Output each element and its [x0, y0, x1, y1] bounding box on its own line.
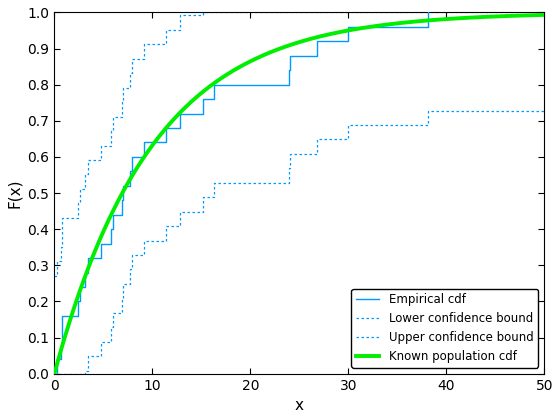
Lower confidence bound	[287, 151, 293, 156]
Empirical cdf	[53, 357, 60, 362]
Y-axis label: F(x): F(x)	[7, 178, 22, 208]
Empirical cdf	[74, 299, 81, 304]
Line: Known population cdf: Known population cdf	[54, 15, 544, 374]
Empirical cdf	[199, 97, 206, 102]
Upper confidence bound	[98, 143, 105, 148]
Upper confidence bound	[425, 10, 432, 15]
Lower confidence bound	[108, 325, 114, 330]
Lower confidence bound	[110, 310, 116, 315]
Upper confidence bound	[287, 10, 293, 15]
Upper confidence bound	[77, 186, 83, 192]
Empirical cdf	[98, 241, 105, 246]
Lower confidence bound	[211, 180, 217, 185]
Lower confidence bound	[199, 195, 206, 200]
Empirical cdf	[162, 126, 169, 131]
Upper confidence bound	[53, 259, 60, 264]
Known population cdf	[51, 371, 58, 376]
Lower confidence bound	[98, 339, 105, 344]
Upper confidence bound	[59, 215, 66, 220]
Lower confidence bound	[541, 108, 548, 113]
X-axis label: x: x	[295, 398, 304, 413]
Empirical cdf	[177, 111, 184, 116]
Upper confidence bound	[74, 201, 81, 206]
Empirical cdf	[58, 328, 65, 333]
Empirical cdf	[51, 371, 58, 376]
Upper confidence bound	[141, 42, 148, 47]
Upper confidence bound	[119, 100, 125, 105]
Lower confidence bound	[313, 137, 320, 142]
Upper confidence bound	[313, 10, 320, 15]
Upper confidence bound	[211, 10, 217, 15]
Upper confidence bound	[108, 129, 114, 134]
Empirical cdf	[82, 270, 88, 275]
Lower confidence bound	[82, 368, 88, 373]
Line: Upper confidence bound: Upper confidence bound	[54, 13, 544, 276]
Upper confidence bound	[127, 71, 133, 76]
Line: Empirical cdf: Empirical cdf	[54, 13, 428, 374]
Upper confidence bound	[82, 172, 88, 177]
Empirical cdf	[59, 313, 66, 318]
Line: Lower confidence bound: Lower confidence bound	[54, 110, 544, 374]
Empirical cdf	[141, 140, 148, 145]
Empirical cdf	[110, 212, 116, 217]
Upper confidence bound	[85, 158, 91, 163]
Lower confidence bound	[127, 267, 133, 272]
Known population cdf	[433, 17, 440, 22]
Lower confidence bound	[345, 123, 352, 128]
Upper confidence bound	[199, 10, 206, 15]
Lower confidence bound	[286, 166, 293, 171]
Upper confidence bound	[345, 10, 352, 15]
Upper confidence bound	[286, 10, 293, 15]
Empirical cdf	[127, 169, 133, 174]
Lower confidence bound	[425, 108, 432, 113]
Lower confidence bound	[53, 371, 60, 376]
Empirical cdf	[119, 198, 125, 203]
Empirical cdf	[425, 10, 432, 15]
Upper confidence bound	[110, 114, 116, 119]
Empirical cdf	[345, 24, 352, 29]
Lower confidence bound	[74, 371, 81, 376]
Empirical cdf	[119, 183, 126, 188]
Legend: Empirical cdf, Lower confidence bound, Upper confidence bound, Known population : Empirical cdf, Lower confidence bound, U…	[351, 289, 538, 368]
Lower confidence bound	[77, 371, 83, 376]
Empirical cdf	[313, 39, 320, 44]
Upper confidence bound	[58, 244, 64, 249]
Upper confidence bound	[58, 230, 65, 235]
Known population cdf	[442, 17, 449, 22]
Lower confidence bound	[51, 371, 58, 376]
Lower confidence bound	[85, 354, 91, 359]
Upper confidence bound	[119, 85, 126, 90]
Empirical cdf	[85, 255, 91, 260]
Upper confidence bound	[162, 27, 169, 32]
Lower confidence bound	[58, 371, 65, 376]
Empirical cdf	[77, 284, 83, 289]
Known population cdf	[101, 227, 108, 232]
Known population cdf	[249, 58, 256, 63]
Known population cdf	[541, 12, 548, 17]
Known population cdf	[388, 21, 394, 26]
Empirical cdf	[425, 10, 432, 15]
Lower confidence bound	[119, 281, 126, 286]
Empirical cdf	[58, 342, 64, 347]
Empirical cdf	[129, 155, 136, 160]
Upper confidence bound	[177, 13, 184, 18]
Upper confidence bound	[541, 10, 548, 15]
Lower confidence bound	[58, 371, 64, 376]
Lower confidence bound	[119, 296, 125, 301]
Empirical cdf	[287, 53, 293, 58]
Upper confidence bound	[51, 273, 58, 278]
Upper confidence bound	[129, 56, 136, 61]
Empirical cdf	[108, 227, 114, 232]
Lower confidence bound	[129, 252, 136, 257]
Lower confidence bound	[141, 238, 148, 243]
Empirical cdf	[286, 68, 293, 73]
Lower confidence bound	[162, 223, 169, 228]
Empirical cdf	[211, 82, 217, 87]
Lower confidence bound	[59, 371, 66, 376]
Known population cdf	[267, 50, 273, 55]
Lower confidence bound	[177, 209, 184, 214]
